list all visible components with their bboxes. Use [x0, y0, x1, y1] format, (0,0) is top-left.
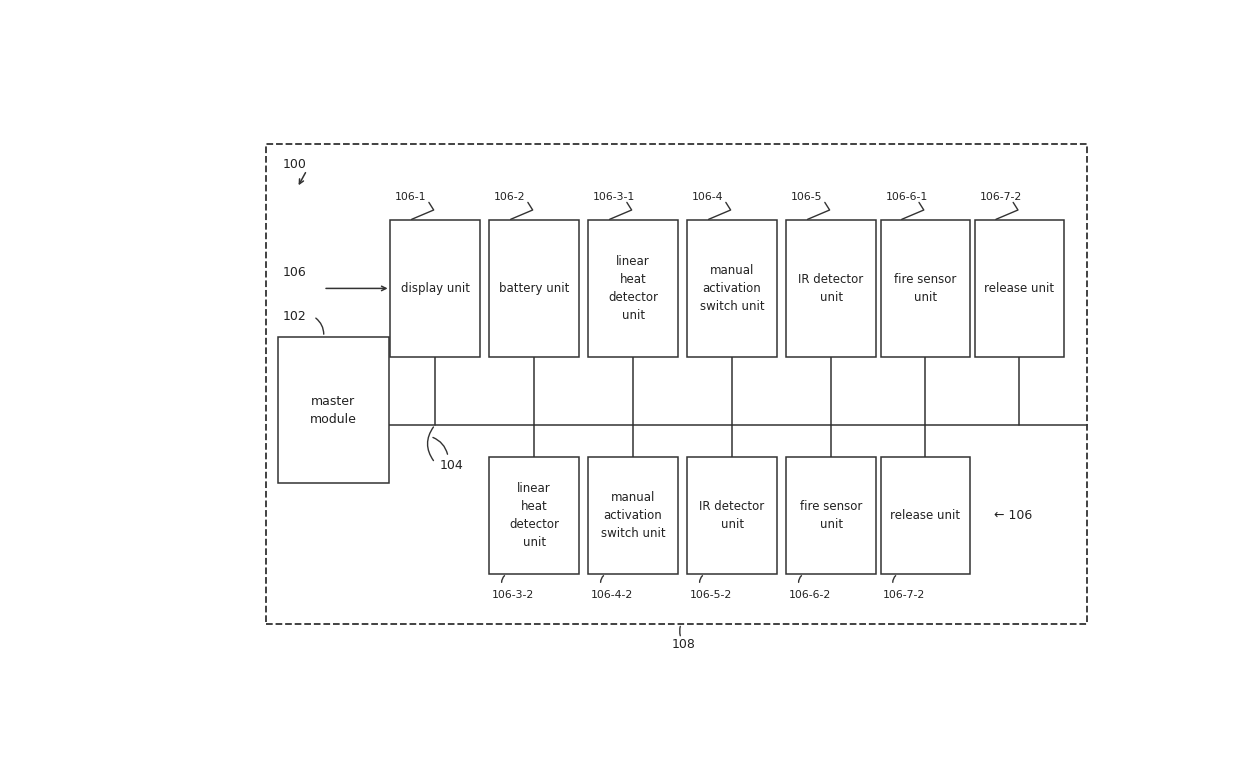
Bar	[589, 220, 678, 357]
Bar	[490, 220, 579, 357]
Bar	[786, 220, 875, 357]
Text: 106-5: 106-5	[791, 192, 822, 202]
Text: battery unit: battery unit	[498, 282, 569, 295]
Text: release unit: release unit	[890, 509, 960, 522]
Text: 104: 104	[439, 459, 464, 472]
Bar	[687, 457, 776, 574]
Bar	[490, 457, 579, 574]
Text: master
module: master module	[310, 394, 357, 426]
Text: fire sensor
unit: fire sensor unit	[894, 273, 956, 304]
Text: 106-3-1: 106-3-1	[593, 192, 635, 202]
Text: 106: 106	[283, 266, 306, 279]
Text: 102: 102	[283, 310, 306, 323]
Bar	[786, 457, 875, 574]
Text: 100: 100	[283, 158, 306, 171]
Text: 106-4-2: 106-4-2	[590, 590, 632, 600]
Text: manual
activation
switch unit: manual activation switch unit	[601, 491, 666, 540]
Text: linear
heat
detector
unit: linear heat detector unit	[510, 482, 559, 549]
Bar	[687, 220, 776, 357]
Text: IR detector
unit: IR detector unit	[799, 273, 864, 304]
Text: IR detector
unit: IR detector unit	[699, 500, 765, 531]
Text: 106-7-2: 106-7-2	[883, 590, 925, 600]
Bar	[975, 220, 1064, 357]
Text: 106-5-2: 106-5-2	[689, 590, 732, 600]
Bar	[880, 457, 970, 574]
Bar	[880, 220, 970, 357]
Text: manual
activation
switch unit: manual activation switch unit	[699, 264, 764, 313]
Text: 106-6-2: 106-6-2	[789, 590, 831, 600]
Text: 106-6-1: 106-6-1	[885, 192, 928, 202]
Text: 106-7-2: 106-7-2	[980, 192, 1022, 202]
Text: 106-3-2: 106-3-2	[491, 590, 533, 600]
Text: ← 106: ← 106	[994, 509, 1032, 522]
Text: linear
heat
detector
unit: linear heat detector unit	[608, 255, 658, 322]
Text: 108: 108	[672, 638, 696, 651]
Text: fire sensor
unit: fire sensor unit	[800, 500, 862, 531]
Text: release unit: release unit	[985, 282, 1054, 295]
Text: 106-2: 106-2	[495, 192, 526, 202]
Bar	[265, 144, 1087, 624]
Bar	[391, 220, 480, 357]
Text: display unit: display unit	[401, 282, 470, 295]
Text: 106-1: 106-1	[396, 192, 427, 202]
Text: 106-4: 106-4	[692, 192, 724, 202]
Bar	[278, 337, 388, 483]
Bar	[589, 457, 678, 574]
